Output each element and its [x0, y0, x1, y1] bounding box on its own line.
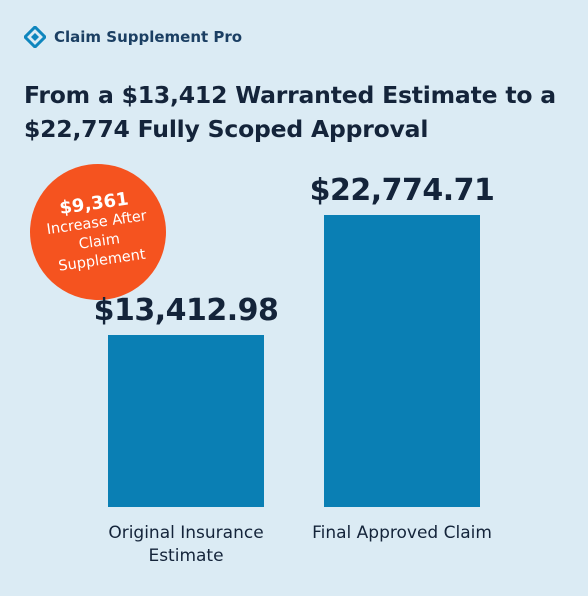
chart-title: From a $13,412 Warranted Estimate to a $…	[24, 81, 556, 143]
bar	[108, 335, 264, 507]
brand: Claim Supplement Pro	[24, 26, 242, 48]
bar	[324, 215, 480, 507]
x-tick-label: Final Approved Claim	[312, 523, 492, 543]
badge: $9,361 Increase After Claim Supplement	[21, 155, 175, 309]
value-label: $13,412.98	[93, 293, 279, 329]
brand-name: Claim Supplement Pro	[54, 28, 243, 46]
x-tick-label: Original Insurance Estimate	[108, 523, 264, 566]
logo	[24, 26, 46, 48]
value-label: $22,774.71	[309, 173, 495, 208]
badge-text: Increase After Claim Supplement	[45, 208, 148, 275]
